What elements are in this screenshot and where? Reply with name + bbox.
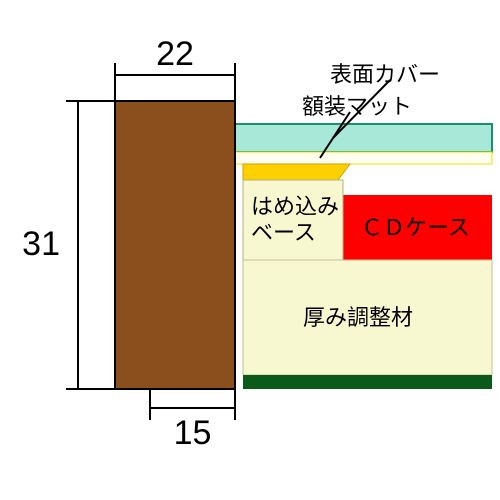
dim-height-label: 31	[22, 225, 60, 263]
frame-body	[115, 101, 235, 389]
surface-cover-label: 表面カバー	[330, 62, 440, 87]
dim-width-label: 22	[156, 35, 194, 73]
thickness-adj-label: 厚み調整材	[303, 305, 413, 330]
dim-inner-width-label: 15	[174, 414, 212, 452]
cd-case-label: ＣＤケース	[361, 215, 470, 240]
mat-region	[235, 152, 492, 164]
mounting-mat-label: 額装マット	[302, 94, 412, 119]
surface-cover-region	[235, 124, 492, 152]
yellow-trim	[243, 164, 350, 180]
bottom-strip	[243, 375, 492, 389]
